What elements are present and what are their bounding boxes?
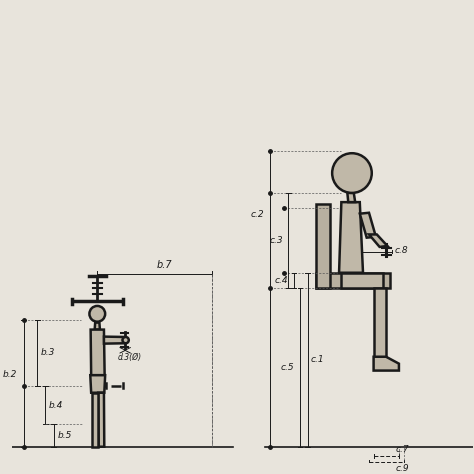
Text: c.7: c.7 — [395, 445, 409, 454]
Text: c.1: c.1 — [311, 355, 325, 364]
Text: b.4: b.4 — [49, 401, 64, 410]
Text: c.3: c.3 — [269, 236, 283, 245]
Text: b.7: b.7 — [156, 260, 172, 271]
Text: c.5: c.5 — [281, 363, 294, 372]
Polygon shape — [90, 375, 105, 393]
Circle shape — [122, 337, 129, 343]
Polygon shape — [316, 273, 390, 288]
Polygon shape — [91, 393, 98, 447]
Text: b.5: b.5 — [57, 431, 72, 440]
Text: c.8: c.8 — [394, 246, 408, 255]
Circle shape — [332, 153, 372, 193]
Circle shape — [90, 306, 105, 322]
Polygon shape — [341, 273, 383, 288]
Polygon shape — [104, 337, 124, 344]
Text: b.3: b.3 — [41, 348, 55, 357]
Text: d.3(Ø): d.3(Ø) — [118, 353, 141, 362]
Polygon shape — [98, 393, 104, 447]
Polygon shape — [91, 329, 105, 375]
Text: c.4: c.4 — [275, 275, 288, 284]
Polygon shape — [360, 213, 376, 237]
Polygon shape — [339, 202, 363, 273]
Polygon shape — [316, 204, 330, 288]
Polygon shape — [374, 357, 399, 371]
Text: b.2: b.2 — [2, 370, 17, 379]
Text: c.9: c.9 — [395, 464, 409, 473]
Polygon shape — [95, 323, 100, 329]
Text: c.2: c.2 — [251, 210, 264, 219]
Polygon shape — [347, 193, 355, 202]
Polygon shape — [374, 288, 386, 357]
Polygon shape — [369, 235, 387, 247]
